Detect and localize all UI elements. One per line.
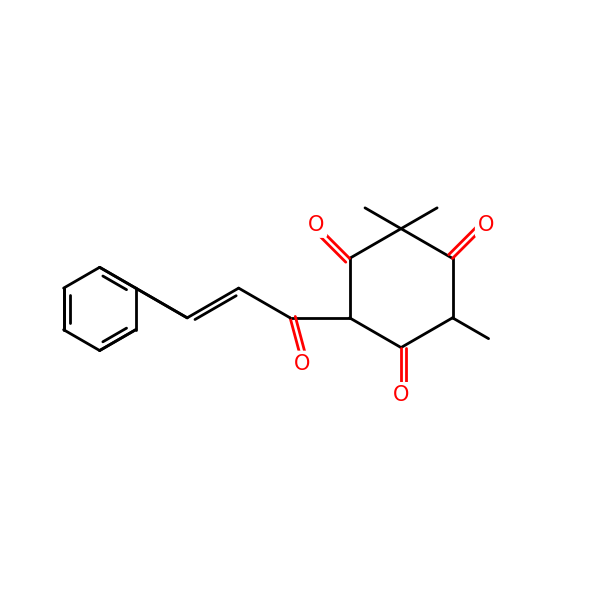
Text: O: O (393, 385, 409, 405)
Text: O: O (308, 215, 324, 235)
Text: O: O (478, 215, 494, 235)
Text: O: O (294, 354, 311, 374)
